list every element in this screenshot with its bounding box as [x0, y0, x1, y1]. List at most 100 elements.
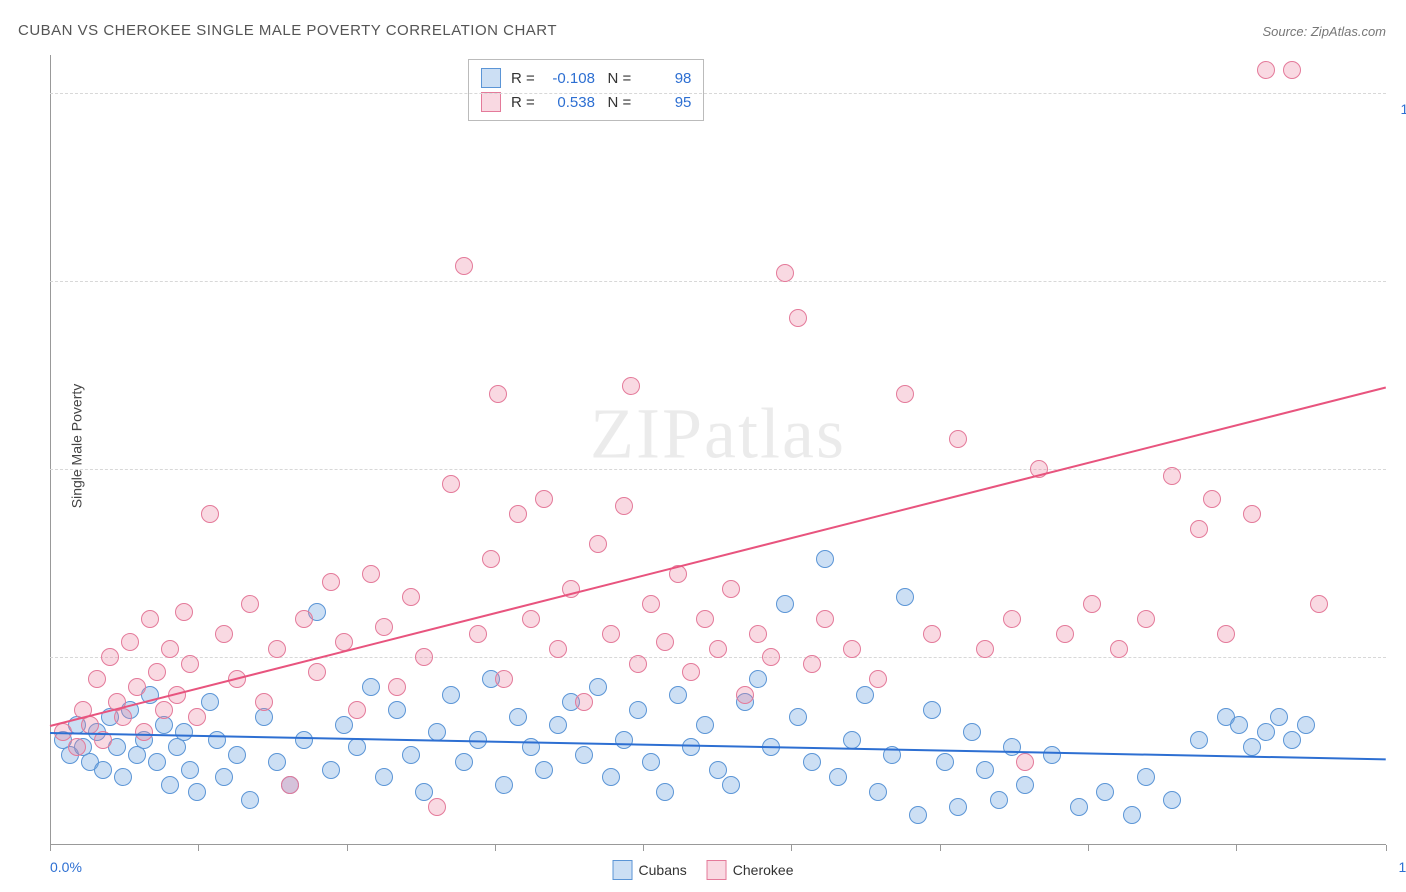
data-point — [428, 723, 446, 741]
x-tick — [940, 845, 941, 851]
data-point — [656, 783, 674, 801]
data-point — [428, 798, 446, 816]
data-point — [1243, 738, 1261, 756]
data-point — [1270, 708, 1288, 726]
data-point — [1003, 738, 1021, 756]
data-point — [589, 678, 607, 696]
trend-line — [50, 386, 1386, 727]
data-point — [589, 535, 607, 553]
data-point — [495, 776, 513, 794]
data-point — [509, 505, 527, 523]
data-point — [682, 738, 700, 756]
data-point — [181, 761, 199, 779]
data-point — [68, 738, 86, 756]
gridline — [50, 469, 1386, 470]
data-point — [949, 430, 967, 448]
data-point — [749, 670, 767, 688]
data-point — [228, 746, 246, 764]
data-point — [549, 716, 567, 734]
data-point — [575, 746, 593, 764]
data-point — [656, 633, 674, 651]
data-point — [148, 663, 166, 681]
data-point — [175, 723, 193, 741]
data-point — [322, 761, 340, 779]
data-point — [362, 678, 380, 696]
data-point — [335, 716, 353, 734]
data-point — [535, 490, 553, 508]
watermark-text: ZIPatlas — [590, 393, 846, 476]
data-point — [762, 648, 780, 666]
data-point — [442, 686, 460, 704]
data-point — [696, 716, 714, 734]
chart-title: CUBAN VS CHEROKEE SINGLE MALE POVERTY CO… — [18, 22, 557, 39]
gridline — [50, 281, 1386, 282]
data-point — [843, 731, 861, 749]
source-attribution: Source: ZipAtlas.com — [1262, 24, 1386, 39]
data-point — [816, 610, 834, 628]
data-point — [923, 701, 941, 719]
data-point — [241, 791, 259, 809]
data-point — [1203, 490, 1221, 508]
data-point — [622, 377, 640, 395]
data-point — [936, 753, 954, 771]
data-point — [489, 385, 507, 403]
data-point — [1243, 505, 1261, 523]
legend-swatch — [707, 860, 727, 880]
data-point — [128, 678, 146, 696]
x-tick — [50, 845, 51, 851]
data-point — [114, 768, 132, 786]
data-point — [896, 385, 914, 403]
data-point — [241, 595, 259, 613]
data-point — [696, 610, 714, 628]
x-tick — [791, 845, 792, 851]
data-point — [295, 731, 313, 749]
data-point — [388, 701, 406, 719]
data-point — [135, 723, 153, 741]
data-point — [94, 761, 112, 779]
data-point — [682, 663, 700, 681]
data-point — [308, 663, 326, 681]
data-point — [268, 753, 286, 771]
data-point — [141, 610, 159, 628]
data-point — [776, 595, 794, 613]
data-point — [1083, 595, 1101, 613]
data-point — [909, 806, 927, 824]
data-point — [161, 776, 179, 794]
data-point — [803, 753, 821, 771]
data-point — [482, 550, 500, 568]
data-point — [1163, 467, 1181, 485]
x-tick — [1236, 845, 1237, 851]
data-point — [215, 625, 233, 643]
data-point — [1217, 625, 1235, 643]
data-point — [642, 595, 660, 613]
data-point — [602, 625, 620, 643]
data-point — [1310, 595, 1328, 613]
data-point — [1137, 768, 1155, 786]
data-point — [268, 640, 286, 658]
data-point — [201, 693, 219, 711]
data-point — [1056, 625, 1074, 643]
stats-values: R = -0.108 N = 98 — [511, 70, 691, 87]
data-point — [415, 648, 433, 666]
data-point — [816, 550, 834, 568]
data-point — [362, 565, 380, 583]
data-point — [1297, 716, 1315, 734]
data-point — [856, 686, 874, 704]
data-point — [803, 655, 821, 673]
data-point — [188, 783, 206, 801]
data-point — [509, 708, 527, 726]
x-tick — [643, 845, 644, 851]
data-point — [1283, 731, 1301, 749]
data-point — [709, 640, 727, 658]
x-tick — [1088, 845, 1089, 851]
data-point — [469, 625, 487, 643]
data-point — [88, 670, 106, 688]
data-point — [188, 708, 206, 726]
x-min-label: 0.0% — [50, 859, 82, 875]
data-point — [148, 753, 166, 771]
data-point — [1190, 520, 1208, 538]
legend-item: Cherokee — [707, 860, 794, 880]
data-point — [829, 768, 847, 786]
legend: CubansCherokee — [613, 860, 794, 880]
data-point — [736, 686, 754, 704]
